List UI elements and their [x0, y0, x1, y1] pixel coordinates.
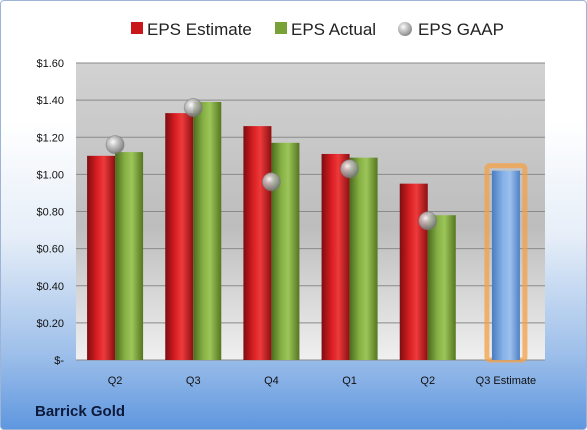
- gaap-marker: [261, 172, 281, 192]
- bar-actual: [193, 101, 222, 360]
- y-tick-label: $1.20: [36, 132, 64, 144]
- y-tick-label: $1.00: [36, 169, 64, 181]
- bar-actual: [349, 157, 378, 360]
- legend-label-actual: EPS Actual: [291, 20, 376, 39]
- gaap-marker: [105, 135, 125, 155]
- y-tick-label: $0.20: [36, 318, 64, 330]
- y-tick-label: $1.60: [36, 58, 64, 70]
- bar-estimate: [87, 155, 116, 360]
- legend-swatch-gaap: [398, 22, 412, 36]
- gaap-marker: [183, 98, 203, 118]
- bar-actual: [427, 215, 456, 360]
- y-tick-label: $0.60: [36, 244, 64, 256]
- y-tick-label: $1.40: [36, 95, 64, 107]
- bar-estimate: [491, 170, 520, 360]
- bar-estimate: [321, 153, 350, 360]
- grid-lines: [76, 62, 545, 361]
- y-tick-label: $-: [54, 355, 64, 367]
- bar-estimate: [243, 126, 272, 360]
- legend-swatch-actual: [275, 22, 287, 34]
- y-tick-label: $0.40: [36, 281, 64, 293]
- x-tick-label: Q4: [264, 375, 279, 387]
- x-tick-label: Q2: [420, 375, 435, 387]
- gaap-markers: [105, 98, 438, 231]
- legend-label-gaap: EPS GAAP: [418, 20, 504, 39]
- legend-swatch-estimate: [131, 22, 143, 34]
- bar-estimate: [165, 113, 194, 361]
- x-tick-label: Q3: [186, 375, 201, 387]
- gaap-marker: [340, 159, 360, 179]
- company-name: Barrick Gold: [35, 403, 126, 420]
- bar-actual: [115, 152, 144, 360]
- legend-label-estimate: EPS Estimate: [147, 20, 252, 39]
- x-tick-label: Q3 Estimate: [476, 375, 537, 387]
- y-axis: $- $0.20 $0.40 $0.60 $0.80 $1.00 $1.20 $1.40 $1.…: [36, 58, 64, 367]
- legend: EPS Estimate EPS Actual EPS GAAP: [131, 20, 504, 39]
- bar-estimate: [399, 183, 428, 360]
- x-tick-label: Q1: [342, 375, 357, 387]
- x-axis: Q2 Q3 Q4 Q1 Q2 Q3 Estimate: [108, 375, 536, 387]
- x-tick-label: Q2: [108, 375, 123, 387]
- bars: [87, 101, 528, 363]
- gaap-marker: [418, 211, 438, 231]
- y-tick-label: $0.80: [36, 207, 64, 219]
